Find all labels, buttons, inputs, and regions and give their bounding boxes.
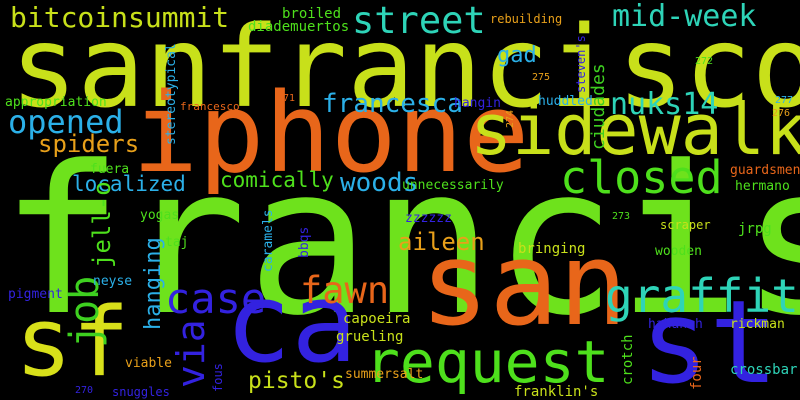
word-bringing: bringing <box>518 241 586 257</box>
word-bitcoinsummit: bitcoinsummit <box>10 1 230 34</box>
word-localized: localized <box>72 172 186 196</box>
word-275: 275 <box>532 72 551 83</box>
word-274: 274 <box>505 109 516 128</box>
word-caramels: caramels <box>261 209 276 272</box>
word-graffiti: graffiti <box>605 269 800 323</box>
word-mid-week: mid-week <box>612 0 757 34</box>
word-rebuilding: rebuilding <box>490 12 563 26</box>
word-pistos: pisto's <box>248 368 345 394</box>
word-hangin: hangin <box>454 96 501 111</box>
word-276: 276 <box>772 108 791 119</box>
word-request: request <box>365 328 610 396</box>
word-273: 273 <box>612 211 631 222</box>
word-pigment: pigment <box>8 287 63 302</box>
word-case: case <box>165 274 267 323</box>
word-neyse: neyse <box>93 274 133 289</box>
word-sf: sf <box>15 288 130 398</box>
word-via: via <box>169 319 213 388</box>
word-san: san <box>420 218 628 352</box>
word-st: st <box>640 276 779 400</box>
word-fous: fous <box>211 363 225 392</box>
word-fuera: fuera <box>90 162 130 177</box>
word-stereotypical: stereotypical <box>164 43 179 145</box>
word-opened: opened <box>8 103 124 141</box>
word-grueling: grueling <box>336 329 404 345</box>
word-crossbar: crossbar <box>730 362 798 378</box>
word-woods: woods <box>340 168 419 198</box>
word-huddled: huddled <box>538 94 593 109</box>
word-four: four <box>689 356 705 390</box>
word-sanfrancisco: sanfrancisco <box>10 3 800 133</box>
word-jrpg: jrpg <box>738 221 772 237</box>
word-iphone: iphone <box>132 69 530 197</box>
word-hanging: hanging <box>141 237 166 330</box>
word-spiders: spiders <box>38 130 140 158</box>
word-taj: taj <box>165 235 189 250</box>
word-272: 272 <box>695 56 714 67</box>
word-nuks14: nuks14 <box>610 87 719 122</box>
word-sidewalk: sidewalk <box>470 89 800 171</box>
word-hahahah: hahahah <box>648 317 703 332</box>
word-fawn: fawn <box>300 269 390 312</box>
word-broiled: broiled <box>282 6 342 22</box>
word-scraper: scraper <box>660 218 711 232</box>
word-appropriation: appropriation <box>5 95 107 110</box>
word-ca: ca <box>225 259 358 387</box>
word-comically: comically <box>220 168 334 192</box>
word-closed: closed <box>560 151 723 204</box>
word-viable: viable <box>125 356 172 371</box>
word-rickman: rickman <box>730 317 785 332</box>
word-zzzzzz: zzzzzz <box>405 211 452 226</box>
word-franklins: franklin's <box>514 384 599 400</box>
word-aileen: aileen <box>398 228 485 256</box>
word-stevens: steven's <box>574 35 588 93</box>
word-hermano: hermano <box>735 179 790 194</box>
word-capoeira: capoeira <box>343 311 411 327</box>
word-270: 270 <box>75 385 94 396</box>
word-jell-o: jell-o <box>88 181 116 268</box>
word-francesco: francesco <box>180 100 240 113</box>
word-bbqs: bbqs <box>297 226 312 258</box>
word-snuggles: snuggles <box>112 385 170 399</box>
word-crotch: crotch <box>620 334 636 385</box>
word-gad: gad <box>497 43 537 68</box>
word-street: street <box>352 0 486 42</box>
word-271: 271 <box>277 93 296 104</box>
word-yogas: yogas <box>140 208 180 223</box>
word-francisco: francisco <box>0 123 800 361</box>
word-diademuertos: diademuertos <box>248 19 350 35</box>
word-guardsmen: guardsmen <box>730 163 800 178</box>
word-francesca: francesca <box>322 89 463 119</box>
word-summersalt: summersalt <box>345 367 424 382</box>
word-unnecessarily: unnecessarily <box>402 178 504 193</box>
word-277: 277 <box>775 95 794 106</box>
word-wooden: wooden <box>655 244 702 259</box>
